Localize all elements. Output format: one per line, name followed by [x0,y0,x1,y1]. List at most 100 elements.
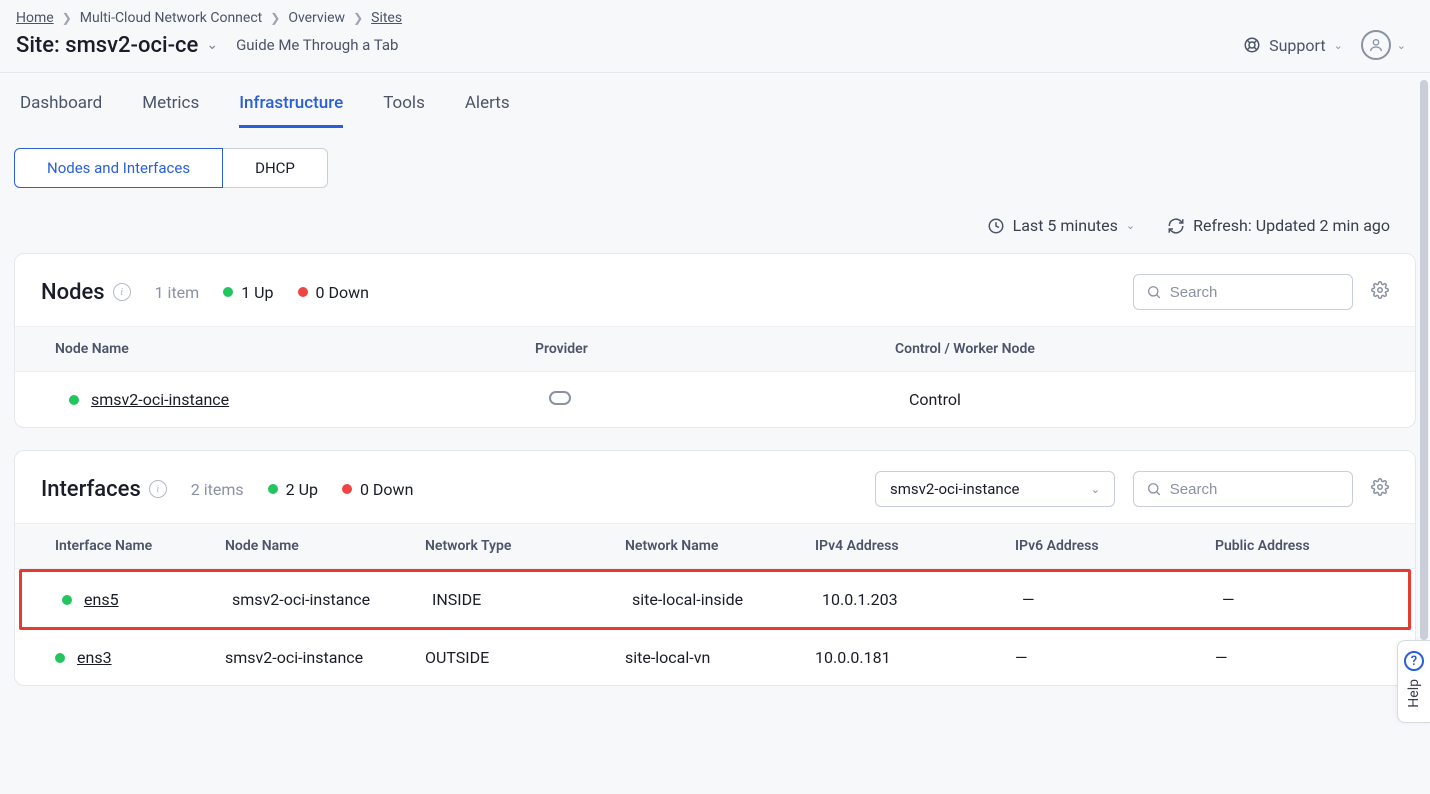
status-dot-green [268,484,278,494]
subtab-nodes-interfaces[interactable]: Nodes and Interfaces [14,148,223,188]
help-label: Help [1406,679,1422,708]
nodes-up-status: 1 Up [223,283,273,302]
info-icon[interactable]: i [113,283,131,301]
chevron-down-icon: ⌄ [1091,483,1100,496]
col-node-name: Node Name [55,341,535,357]
cell-ipv6: — [1022,590,1222,609]
interface-name-link[interactable]: ens5 [84,590,119,609]
node-name-link[interactable]: smsv2-oci-instance [91,390,229,409]
nodes-up-label: 1 Up [241,283,273,302]
help-icon: ? [1404,651,1424,671]
provider-icon [549,391,571,405]
interfaces-title-text: Interfaces [41,477,141,502]
help-button[interactable]: ? Help [1397,640,1430,723]
col-net-name: Network Name [625,538,815,554]
interface-name-link[interactable]: ens3 [77,648,112,667]
breadcrumb: Home ❯ Multi-Cloud Network Connect ❯ Ove… [16,10,1414,26]
status-dot-green [62,595,72,605]
time-range-selector[interactable]: Last 5 minutes ⌄ [987,216,1136,235]
search-icon [1146,480,1162,498]
cell-ipv4: 10.0.0.181 [815,648,1015,667]
status-dot-red [342,484,352,494]
chevron-down-icon: ⌄ [1397,39,1406,52]
nodes-panel: Nodes i 1 item 1 Up 0 Down Node Name [14,253,1416,428]
table-row: smsv2-oci-instance Control [29,372,1401,427]
interfaces-count: 2 items [191,480,244,499]
col-provider: Provider [535,341,895,357]
main-tabs: Dashboard Metrics Infrastructure Tools A… [0,73,1430,128]
chevron-right-icon: ❯ [62,11,72,25]
col-public: Public Address [1215,538,1375,554]
nodes-down-status: 0 Down [298,283,369,302]
guide-me-link[interactable]: Guide Me Through a Tab [236,36,398,54]
cell-nettype: OUTSIDE [425,648,625,667]
support-icon [1243,36,1261,54]
nodes-title-text: Nodes [41,280,105,305]
gear-icon [1371,281,1389,299]
chevron-right-icon: ❯ [270,11,280,25]
cell-ipv6: — [1015,648,1215,667]
cell-node: smsv2-oci-instance [232,590,432,609]
tab-dashboard[interactable]: Dashboard [20,93,102,128]
cell-nettype: INSIDE [432,590,632,609]
chevron-down-icon: ⌄ [1126,219,1135,232]
sub-tabs: Nodes and Interfaces DHCP [14,148,1430,188]
nodes-count: 1 item [155,283,200,302]
status-dot-green [55,653,65,663]
avatar-icon [1361,30,1391,60]
status-dot-green [223,287,233,297]
col-node-name: Node Name [225,538,425,554]
breadcrumb-mcn[interactable]: Multi-Cloud Network Connect [80,10,263,26]
interfaces-up-label: 2 Up [286,480,318,499]
interfaces-table-header: Interface Name Node Name Network Type Ne… [15,523,1415,569]
refresh-label: Refresh: Updated 2 min ago [1193,216,1390,235]
breadcrumb-sites[interactable]: Sites [371,10,402,26]
node-selector-value: smsv2-oci-instance [890,480,1020,498]
interfaces-search[interactable] [1133,471,1353,507]
interfaces-search-input[interactable] [1170,481,1340,498]
chevron-down-icon: ⌄ [206,37,218,53]
nodes-settings-button[interactable] [1371,281,1389,303]
cell-ipv4: 10.0.1.203 [822,590,1022,609]
breadcrumb-overview[interactable]: Overview [288,10,345,26]
nodes-title: Nodes i [41,280,131,305]
interfaces-settings-button[interactable] [1371,478,1389,500]
tab-metrics[interactable]: Metrics [142,93,199,128]
interfaces-title: Interfaces i [41,477,167,502]
interfaces-down-status: 0 Down [342,480,413,499]
nodes-table-header: Node Name Provider Control / Worker Node [15,326,1415,372]
tab-tools[interactable]: Tools [383,93,425,128]
support-button[interactable]: Support ⌄ [1243,36,1343,55]
nodes-search[interactable] [1133,274,1353,310]
search-icon [1146,283,1162,301]
support-label: Support [1269,36,1325,55]
col-ipv6: IPv6 Address [1015,538,1215,554]
col-iface-name: Interface Name [55,538,225,554]
user-menu-button[interactable]: ⌄ [1361,30,1406,60]
info-icon[interactable]: i [149,480,167,498]
nodes-search-input[interactable] [1170,284,1340,301]
status-dot-green [69,395,79,405]
breadcrumb-home[interactable]: Home [16,10,54,26]
nodes-down-label: 0 Down [316,283,369,302]
tab-infrastructure[interactable]: Infrastructure [239,93,343,128]
scrollbar[interactable] [1420,80,1428,640]
interfaces-panel: Interfaces i 2 items 2 Up 0 Down smsv2-o… [14,450,1416,686]
node-selector[interactable]: smsv2-oci-instance ⌄ [875,471,1115,507]
time-range-label: Last 5 minutes [1013,216,1118,235]
page-title[interactable]: Site: smsv2-oci-ce ⌄ [16,33,218,58]
interfaces-down-label: 0 Down [360,480,413,499]
cell-pub: — [1222,590,1368,609]
interfaces-up-status: 2 Up [268,480,318,499]
chevron-down-icon: ⌄ [1334,39,1343,52]
tab-alerts[interactable]: Alerts [465,93,510,128]
cell-netname: site-local-vn [625,648,815,667]
node-role: Control [909,390,1361,409]
table-row: ens5 smsv2-oci-instance INSIDE site-loca… [19,569,1411,630]
table-row: ens3 smsv2-oci-instance OUTSIDE site-loc… [15,630,1415,685]
cell-netname: site-local-inside [632,590,822,609]
col-net-type: Network Type [425,538,625,554]
subtab-dhcp[interactable]: DHCP [223,148,328,188]
refresh-icon [1167,217,1185,235]
refresh-button[interactable]: Refresh: Updated 2 min ago [1167,216,1390,235]
